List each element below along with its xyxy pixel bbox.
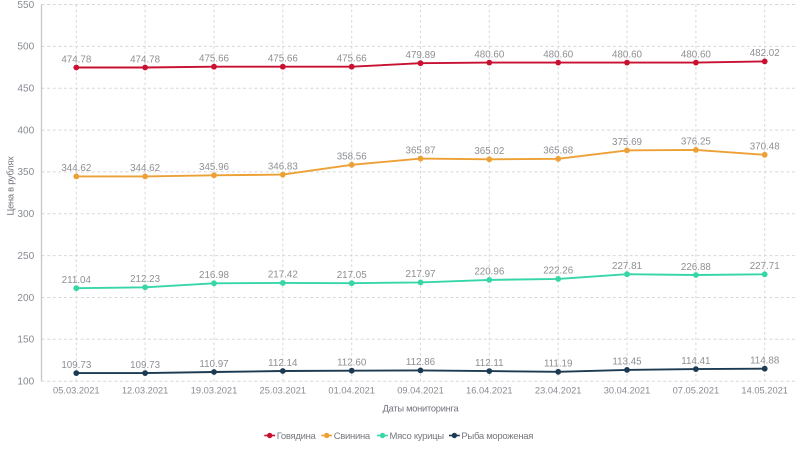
svg-text:109.73: 109.73 [130,360,161,371]
svg-text:19.03.2021: 19.03.2021 [191,385,238,395]
svg-text:482.02: 482.02 [750,48,780,59]
svg-text:112.11: 112.11 [475,358,504,369]
svg-text:217.42: 217.42 [268,270,298,281]
svg-text:23.04.2021: 23.04.2021 [535,385,582,395]
svg-text:375.69: 375.69 [612,137,642,148]
svg-text:Говядина: Говядина [277,431,317,442]
svg-text:211.04: 211.04 [62,275,92,286]
svg-text:Цена в рублях: Цена в рублях [6,156,16,216]
svg-text:114.41: 114.41 [681,356,710,367]
svg-text:112.86: 112.86 [406,357,436,368]
svg-text:01.04.2021: 01.04.2021 [328,385,375,395]
svg-text:475.66: 475.66 [337,54,368,65]
svg-text:370.48: 370.48 [750,142,781,153]
svg-text:150: 150 [17,335,34,346]
svg-text:474.78: 474.78 [130,54,161,65]
svg-text:475.66: 475.66 [199,54,230,65]
svg-text:500: 500 [17,42,34,53]
svg-text:25.03.2021: 25.03.2021 [260,385,307,395]
svg-text:475.66: 475.66 [268,54,299,65]
svg-text:550: 550 [17,0,34,11]
svg-text:217.05: 217.05 [337,270,368,281]
svg-text:300: 300 [17,209,34,220]
svg-text:09.04.2021: 09.04.2021 [397,385,444,395]
svg-text:100: 100 [17,377,34,388]
svg-text:350: 350 [17,167,34,178]
svg-text:Мясо курицы: Мясо курицы [390,431,445,442]
svg-text:200: 200 [17,293,34,304]
svg-text:480.60: 480.60 [681,49,712,60]
svg-text:217.97: 217.97 [406,269,436,280]
svg-text:400: 400 [17,125,34,136]
svg-text:Даты мониторинга: Даты мониторинга [383,404,460,414]
svg-text:344.62: 344.62 [61,163,91,174]
svg-text:216.98: 216.98 [199,270,230,281]
svg-text:365.68: 365.68 [543,146,574,157]
svg-text:365.02: 365.02 [474,146,504,157]
svg-text:358.56: 358.56 [337,152,368,163]
svg-text:07.05.2021: 07.05.2021 [673,385,720,395]
svg-text:112.14: 112.14 [268,358,298,369]
svg-text:227.71: 227.71 [750,261,780,272]
svg-text:220.96: 220.96 [474,267,505,278]
svg-text:344.62: 344.62 [130,163,160,174]
svg-text:226.88: 226.88 [681,262,712,273]
svg-text:250: 250 [17,251,34,262]
svg-text:114.88: 114.88 [750,356,780,367]
svg-text:Рыба мороженая: Рыба мороженая [461,431,533,442]
svg-text:474.78: 474.78 [61,54,92,65]
svg-text:480.60: 480.60 [543,49,574,60]
svg-text:346.83: 346.83 [268,161,299,172]
svg-text:16.04.2021: 16.04.2021 [466,385,513,395]
svg-text:480.60: 480.60 [612,49,643,60]
svg-text:450: 450 [17,84,34,95]
svg-text:365.87: 365.87 [406,145,436,156]
svg-text:14.05.2021: 14.05.2021 [741,385,788,395]
svg-text:222.26: 222.26 [543,266,574,277]
svg-text:05.03.2021: 05.03.2021 [53,385,100,395]
svg-text:227.81: 227.81 [612,261,642,272]
svg-text:113.45: 113.45 [612,357,642,368]
svg-text:212.23: 212.23 [130,274,161,285]
svg-text:345.96: 345.96 [199,162,230,173]
svg-text:479.89: 479.89 [406,50,436,61]
svg-text:109.73: 109.73 [61,360,92,371]
svg-text:Свинина: Свинина [334,431,371,442]
svg-text:110.97: 110.97 [199,359,228,370]
svg-text:30.04.2021: 30.04.2021 [604,385,651,395]
svg-text:111.19: 111.19 [544,359,573,370]
svg-text:376.25: 376.25 [681,137,712,148]
svg-text:112.60: 112.60 [337,358,367,369]
svg-text:12.03.2021: 12.03.2021 [122,385,169,395]
svg-text:480.60: 480.60 [474,49,505,60]
